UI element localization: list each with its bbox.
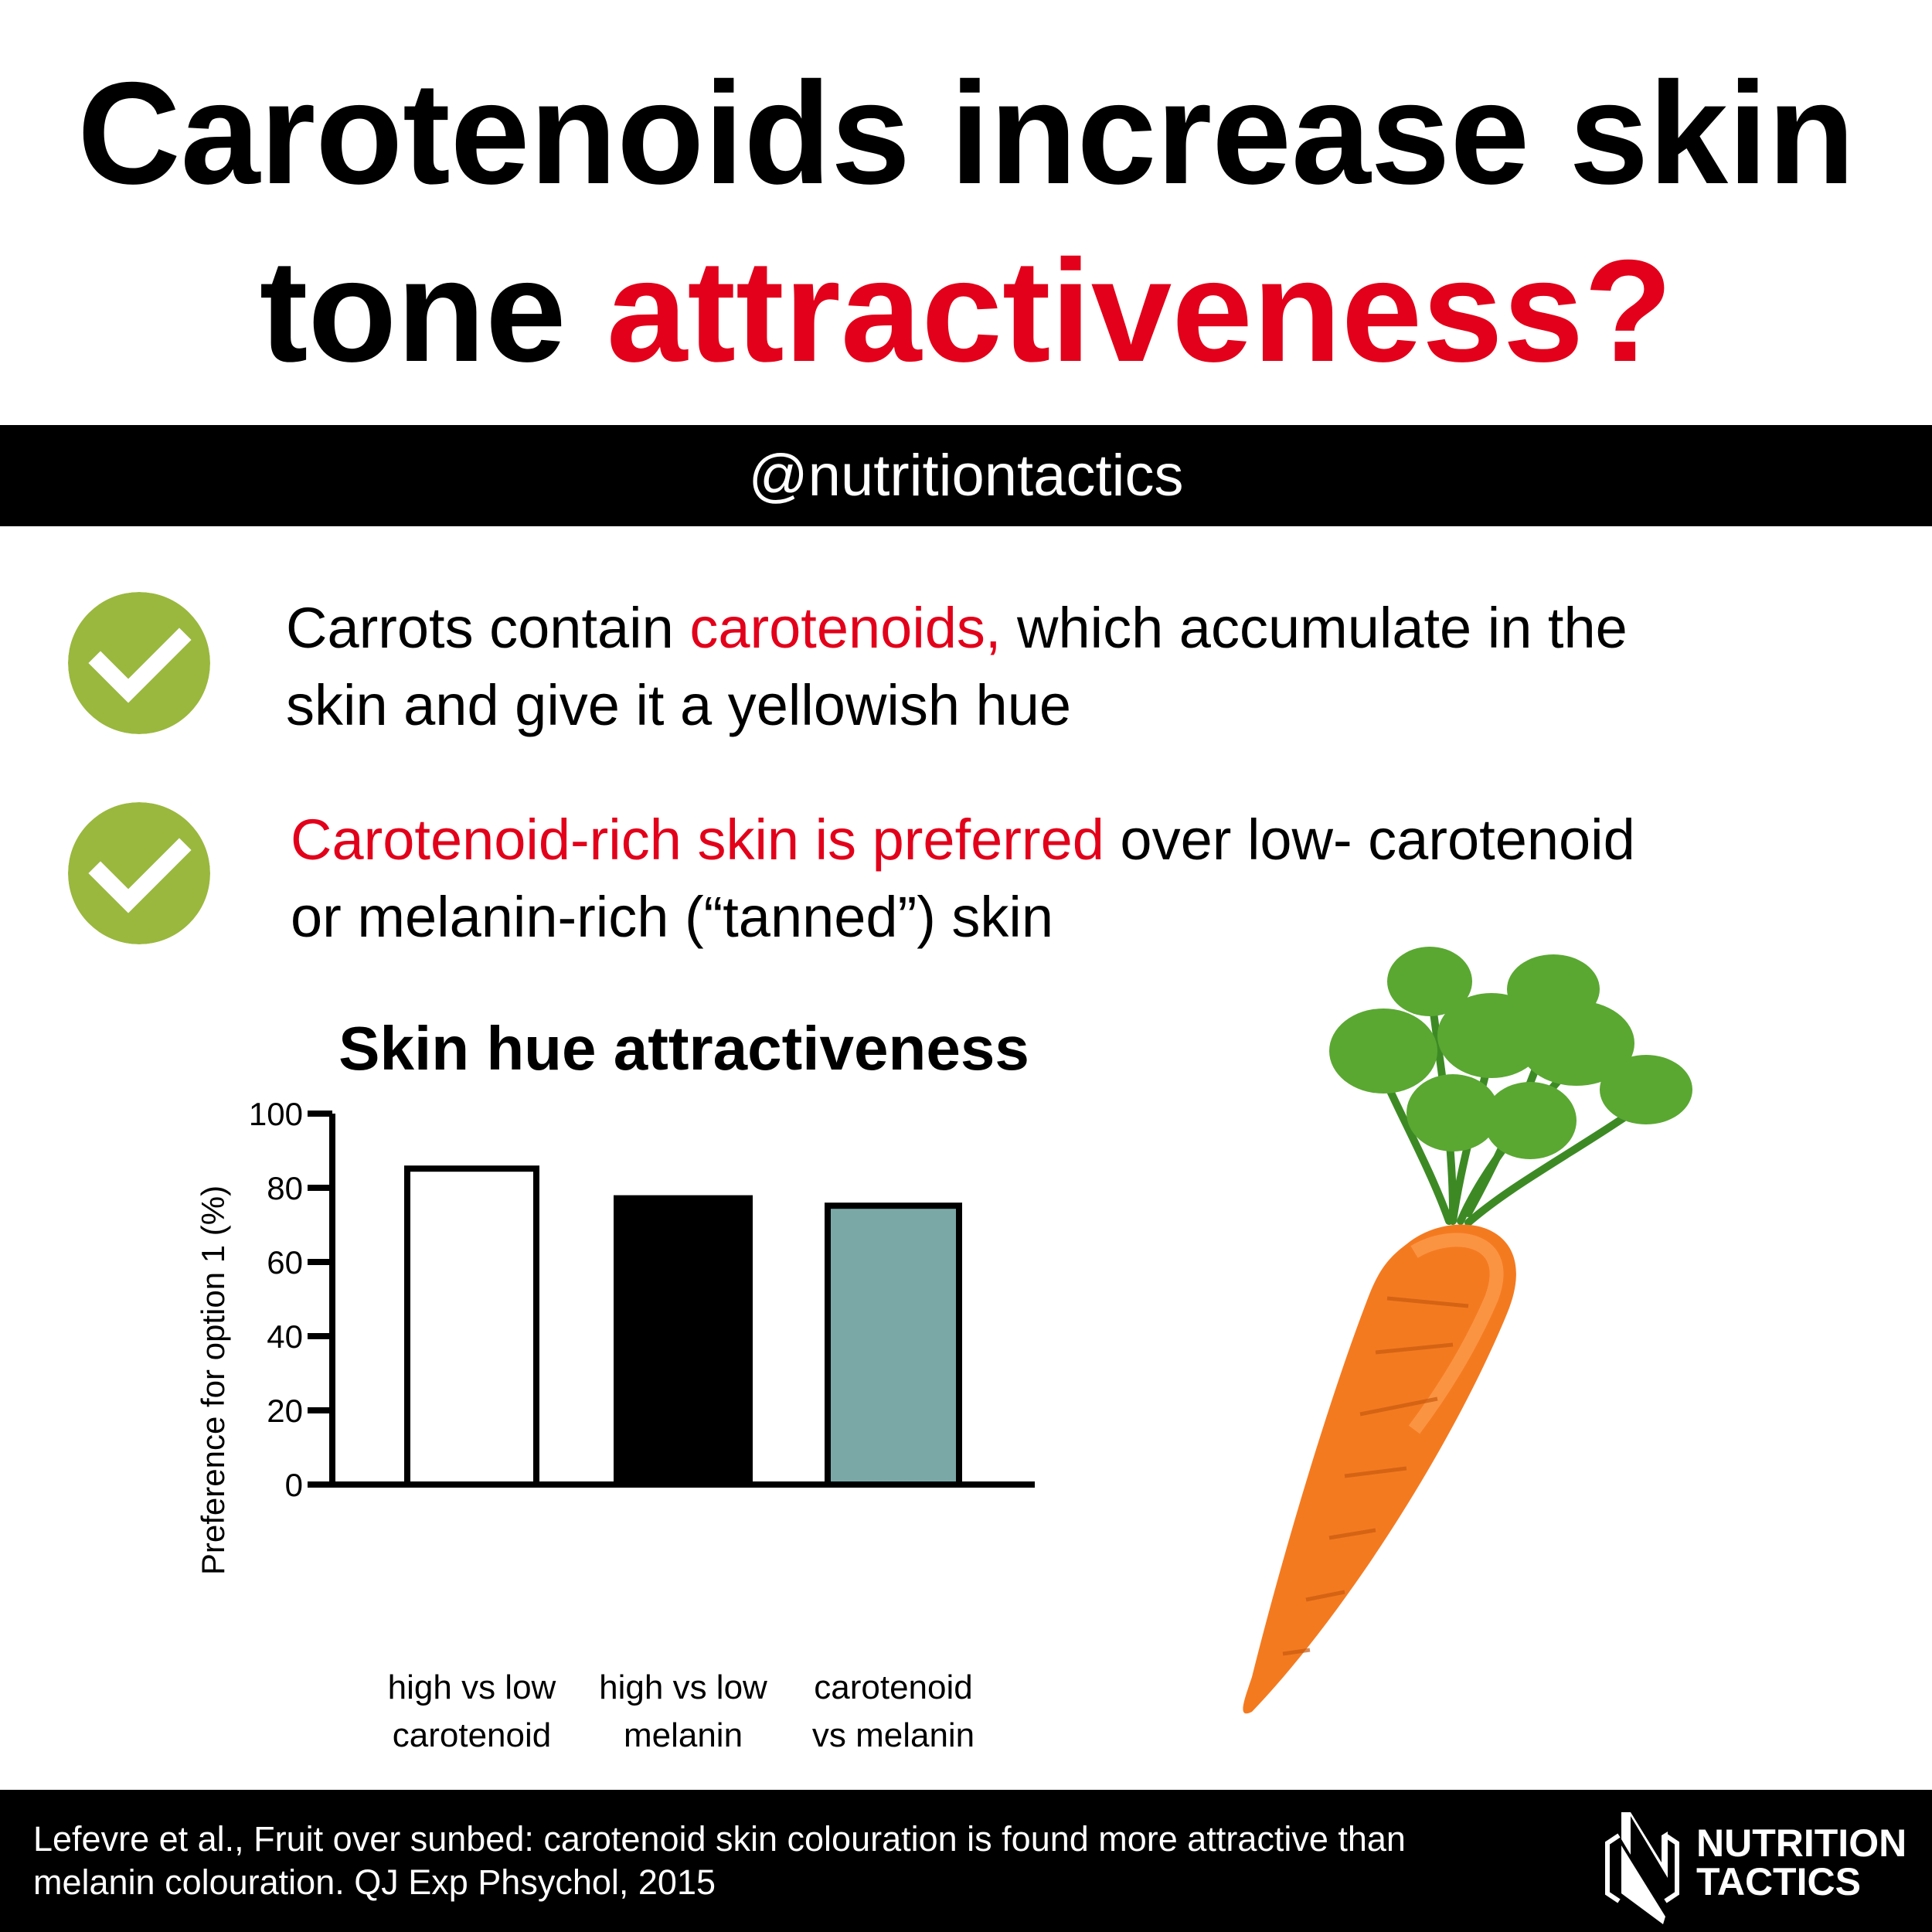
bar-1	[404, 1165, 539, 1488]
y-tick-label: 20	[267, 1393, 303, 1429]
logo-line-1: NUTRITION	[1696, 1821, 1907, 1865]
title-black-part: tone	[259, 230, 566, 392]
check-circle-icon	[68, 802, 210, 944]
logo-text: NUTRITION TACTICS	[1696, 1824, 1913, 1901]
bar-chart: Skin hue attractiveness Preference for o…	[195, 1014, 1035, 1754]
chart-title: Skin hue attractiveness	[338, 1014, 1029, 1083]
citation-line-1: Lefevre et al., Fruit over sunbed: carot…	[33, 1819, 1406, 1859]
handle-text: @nutritiontactics	[748, 443, 1184, 509]
y-tick-label: 0	[285, 1467, 303, 1503]
x-tick-label: high vs low	[388, 1668, 556, 1706]
footer: Lefevre et al., Fruit over sunbed: carot…	[0, 1790, 1932, 1932]
bar-2	[614, 1195, 753, 1488]
bullet-2-line-2: or melanin-rich (“tanned”) skin	[291, 885, 1054, 949]
bullet-1-highlight: carotenoids,	[689, 596, 1002, 660]
y-tick-label: 80	[267, 1170, 303, 1206]
nutrition-tactics-logo-icon	[1605, 1812, 1679, 1924]
y-tick-label: 100	[249, 1096, 303, 1132]
handle-band: @nutritiontactics	[0, 425, 1932, 526]
logo-line-2: TACTICS	[1696, 1860, 1861, 1903]
y-axis-label: Preference for option 1 (%)	[195, 1185, 231, 1575]
citation: Lefevre et al., Fruit over sunbed: carot…	[33, 1818, 1502, 1904]
carrot-image	[1243, 947, 1692, 1714]
bullet-1-line-1: Carrots contain carotenoids, which accum…	[286, 590, 1628, 667]
title-line-1: Carotenoids increase skin	[77, 52, 1855, 214]
bullet-2-highlight: Carotenoid-rich skin is preferred	[291, 808, 1104, 872]
check-circle-icon	[68, 592, 210, 734]
title-line-2-wrap: tone attractiveness?	[260, 238, 1672, 383]
y-tick-label: 40	[267, 1318, 303, 1355]
x-tick-label: carotenoid	[814, 1668, 972, 1706]
title-line-1-row: Carotenoids increase skin	[0, 60, 1932, 206]
bullet-1-text-b: which accumulate in the	[1001, 596, 1628, 660]
bullet-2: Carotenoid-rich skin is preferred over l…	[291, 801, 1836, 956]
y-tick-label: 60	[267, 1244, 303, 1281]
title-line-2: tone attractiveness?	[0, 238, 1932, 383]
bullet-1-text-a: Carrots contain	[286, 596, 690, 660]
x-tick-label: vs melanin	[812, 1716, 975, 1754]
x-tick-label: melanin	[624, 1716, 743, 1754]
bullet-1: Carrots contain carotenoids, which accum…	[286, 590, 1832, 744]
x-tick-label: carotenoid	[393, 1716, 551, 1754]
bullet-1-line-2: skin and give it a yellowish hue	[286, 673, 1072, 737]
bullet-2-line-1: Carotenoid-rich skin is preferred over l…	[291, 801, 1635, 879]
x-tick-label: high vs low	[599, 1668, 767, 1706]
bullet-2-text: over low- carotenoid	[1104, 808, 1635, 872]
citation-line-2: melanin colouration. QJ Exp Phsychol, 20…	[33, 1862, 716, 1902]
title-red-part: attractiveness?	[606, 230, 1673, 392]
bar-3	[825, 1202, 962, 1488]
